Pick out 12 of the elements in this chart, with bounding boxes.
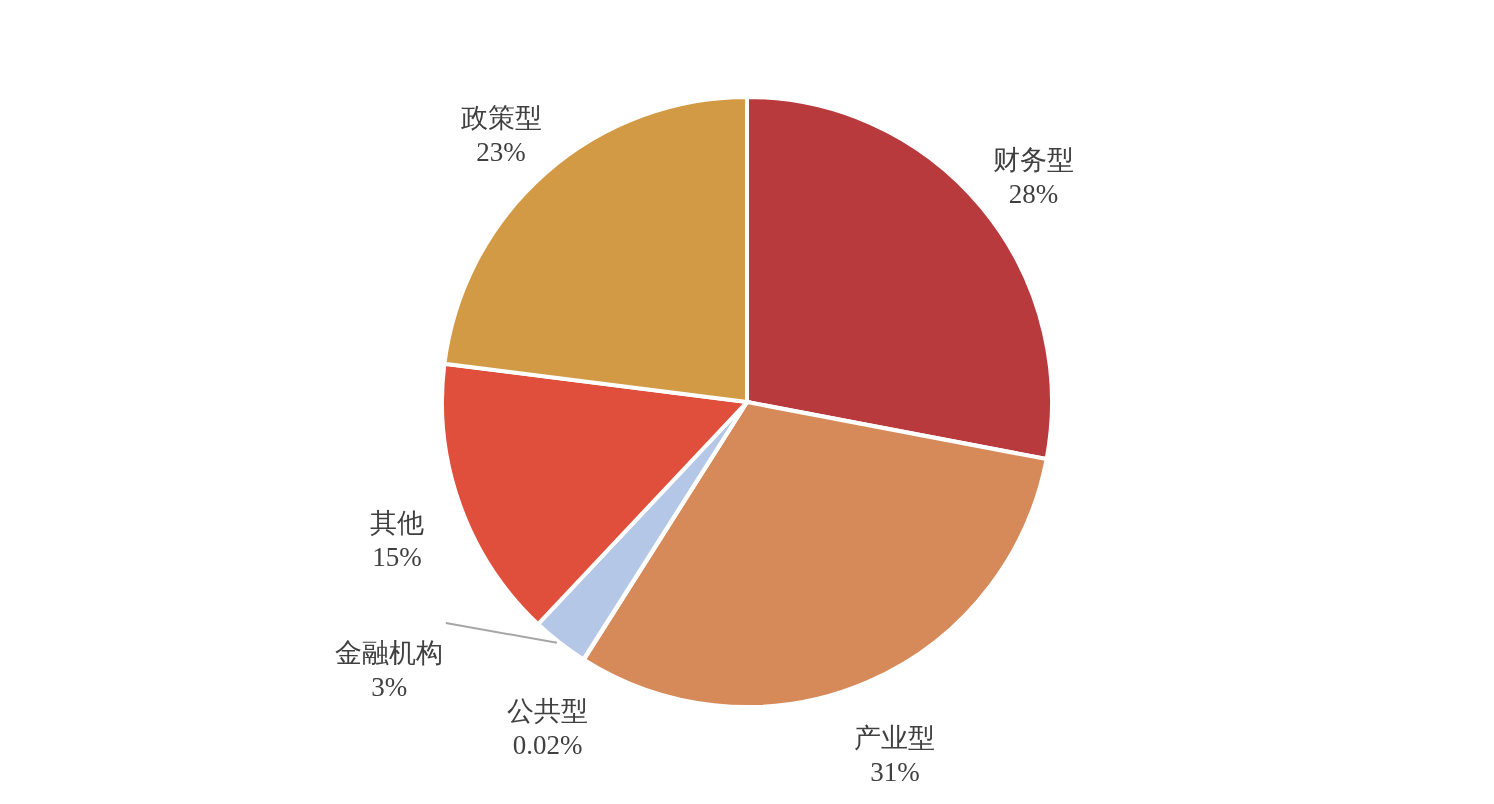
data-label: 0.02% — [512, 730, 583, 761]
data-label: 15% — [372, 541, 422, 572]
slice-label: 财务型 — [993, 144, 1075, 175]
data-label: 23% — [476, 136, 526, 167]
data-label: 3% — [371, 672, 408, 703]
data-label: 28% — [1008, 178, 1059, 209]
slice-label: 金融机构 — [335, 638, 444, 669]
slice-label: 公共型 — [507, 696, 589, 727]
data-label: 31% — [870, 757, 920, 788]
slice-label: 政策型 — [460, 102, 542, 133]
slice-label: 产业型 — [854, 723, 936, 754]
slice-label: 其他 — [369, 507, 424, 538]
